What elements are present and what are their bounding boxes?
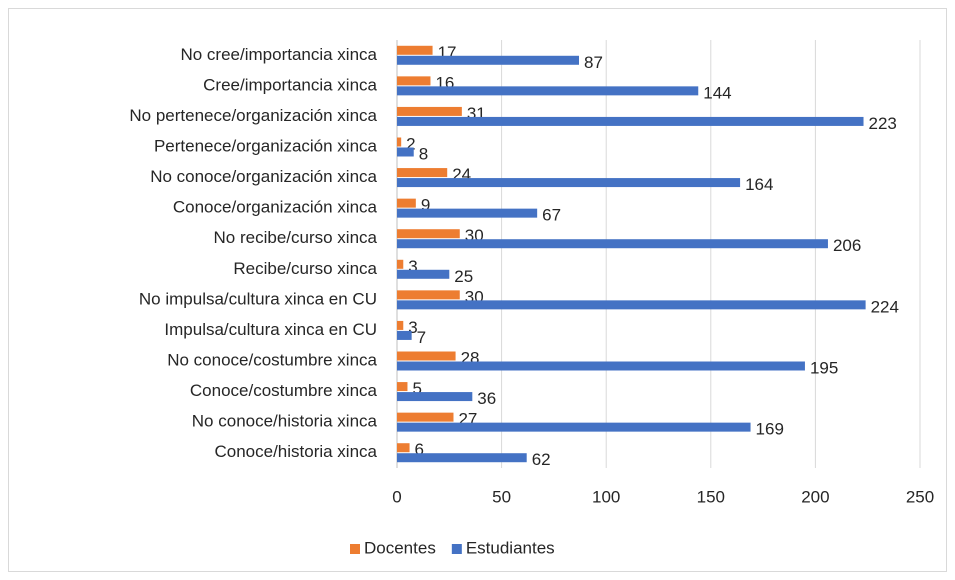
y-tick-label: Conoce/costumbre xinca [190, 381, 378, 400]
bar [397, 147, 414, 157]
data-label: 36 [477, 389, 496, 408]
y-tick-label: Cree/importancia xinca [203, 75, 377, 94]
bar [397, 76, 431, 86]
x-tick-label: 0 [392, 487, 401, 506]
data-label: 195 [810, 358, 838, 377]
bar [397, 137, 402, 147]
bar [397, 443, 410, 453]
bar [397, 168, 448, 178]
bar [397, 106, 462, 116]
data-label: 206 [833, 236, 861, 255]
data-label: 87 [584, 53, 603, 72]
bar [397, 351, 456, 361]
data-label: 62 [532, 450, 551, 469]
data-label: 7 [417, 328, 426, 347]
bar [397, 208, 538, 218]
bar [397, 290, 460, 300]
y-tick-label: No conoce/organización xinca [150, 167, 377, 186]
bar [397, 239, 828, 249]
x-tick-label: 100 [592, 487, 620, 506]
bar [397, 269, 450, 279]
x-tick-label: 150 [697, 487, 725, 506]
data-label: 169 [756, 420, 784, 439]
data-label: 2 [406, 134, 415, 153]
bar [397, 392, 473, 402]
y-tick-label: No conoce/historia xinca [192, 412, 378, 431]
data-label: 223 [869, 114, 897, 133]
bar [397, 453, 527, 463]
data-label: 25 [454, 267, 473, 286]
y-tick-label: Conoce/organización xinca [173, 198, 378, 217]
bar [397, 382, 408, 392]
bar [397, 45, 433, 55]
bar [397, 422, 751, 432]
bar [397, 178, 741, 188]
bar [397, 361, 805, 371]
bar [397, 198, 416, 208]
y-tick-label: Pertenece/organización xinca [154, 136, 378, 155]
data-label: 9 [421, 196, 430, 215]
chart-border [8, 8, 947, 572]
data-label: 164 [745, 175, 773, 194]
bar [397, 300, 866, 310]
bar [397, 259, 404, 269]
bar [397, 86, 699, 96]
x-tick-label: 50 [492, 487, 511, 506]
data-label: 8 [419, 144, 428, 163]
legend-label: Estudiantes [466, 538, 555, 557]
data-label: 67 [542, 206, 561, 225]
legend-label: Docentes [364, 538, 436, 557]
data-label: 3 [408, 257, 417, 276]
bar [397, 55, 580, 65]
legend-swatch [451, 544, 462, 554]
y-tick-label: No recibe/curso xinca [214, 228, 378, 247]
y-tick-label: No pertenece/organización xinca [129, 106, 377, 125]
bar [397, 229, 460, 239]
bar [397, 320, 404, 330]
y-tick-label: No conoce/costumbre xinca [167, 350, 377, 369]
bar [397, 330, 412, 340]
bar [397, 116, 864, 126]
x-tick-label: 250 [906, 487, 934, 506]
bar [397, 412, 454, 422]
x-tick-label: 200 [801, 487, 829, 506]
y-tick-label: Impulsa/cultura xinca en CU [164, 320, 377, 339]
y-tick-label: No impulsa/cultura xinca en CU [139, 289, 377, 308]
data-label: 6 [415, 440, 424, 459]
data-label: 3 [408, 318, 417, 337]
data-label: 144 [703, 83, 731, 102]
data-label: 5 [412, 379, 421, 398]
y-tick-label: Conoce/historia xinca [214, 442, 377, 461]
y-tick-label: No cree/importancia xinca [180, 45, 377, 64]
y-tick-label: Recibe/curso xinca [233, 259, 377, 278]
legend-swatch [350, 544, 360, 554]
data-label: 224 [871, 297, 899, 316]
